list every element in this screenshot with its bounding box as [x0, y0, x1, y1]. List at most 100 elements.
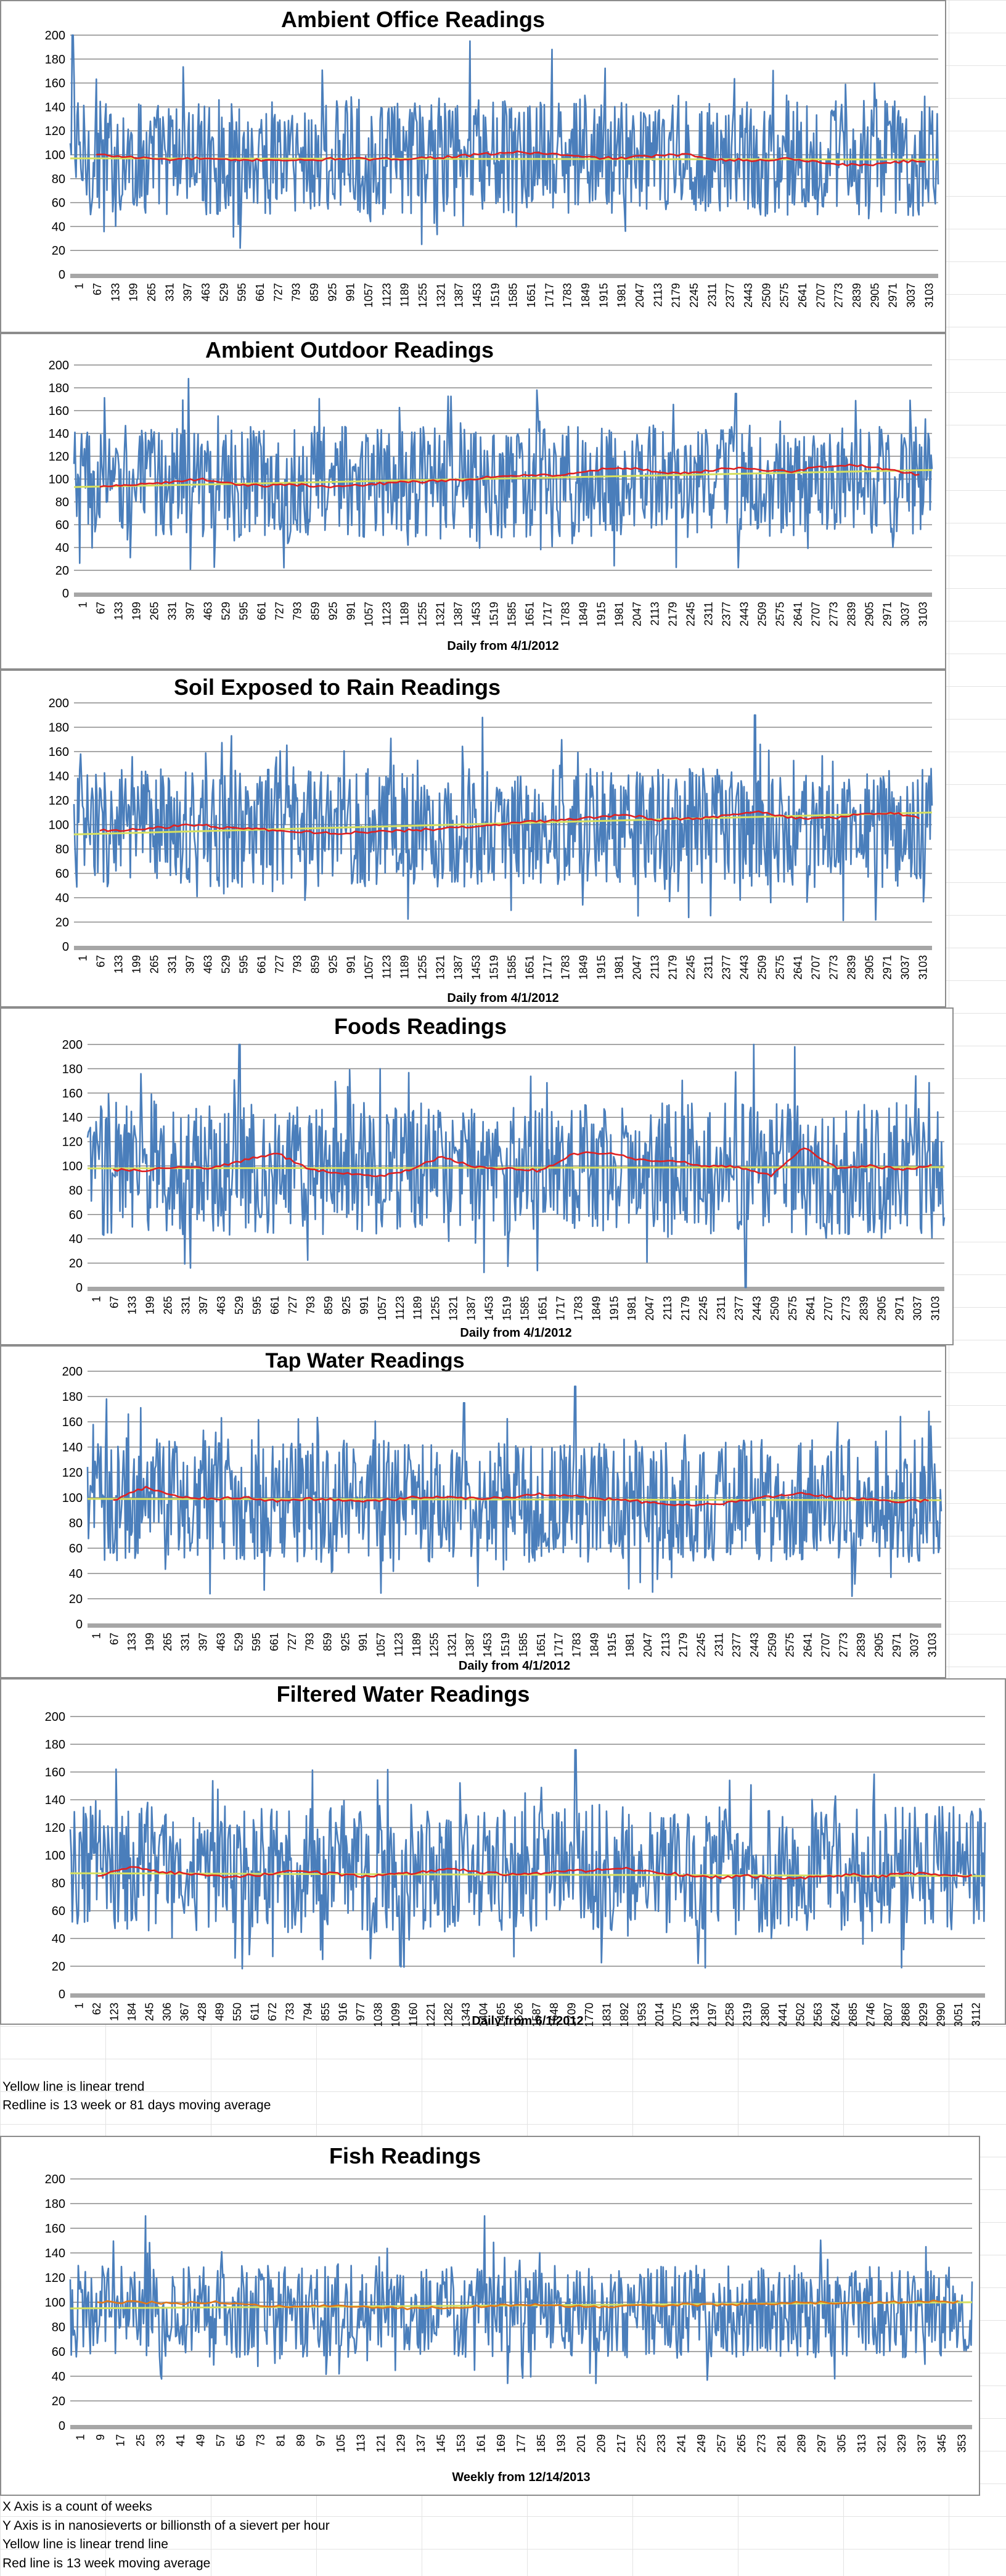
- x-tick-label: 184: [126, 2003, 138, 2021]
- x-tick-label: 595: [236, 283, 248, 301]
- y-tick-label: 100: [49, 819, 69, 832]
- x-tick-label: 1387: [452, 602, 465, 626]
- x-tick-label: 1099: [390, 2003, 402, 2026]
- x-tick-label: 145: [435, 2434, 447, 2453]
- x-tick-label: 1953: [636, 2003, 648, 2026]
- x-tick-label: 65: [234, 2434, 247, 2447]
- x-tick-label: 1717: [553, 1633, 565, 1657]
- x-tick-label: 1915: [606, 1633, 618, 1657]
- x-tick-label: 1057: [376, 1296, 388, 1321]
- x-tick-label: 2905: [873, 1633, 885, 1657]
- x-tick-label: 3037: [899, 602, 912, 626]
- x-tick-label: 33: [154, 2434, 166, 2447]
- x-tick-label: 2509: [769, 1296, 781, 1321]
- x-tick-label: 331: [166, 955, 179, 974]
- chart-svg: Fish Readings 0 20 40 60 80 100 120 140 160 180 200…: [45, 2143, 973, 2484]
- y-tick-label: 140: [49, 427, 69, 441]
- y-tick-label: 180: [62, 1390, 83, 1404]
- chart-title: Filtered Water Readings: [277, 1681, 530, 1707]
- x-tick-label: 661: [269, 1296, 281, 1315]
- x-tick-label: 1189: [411, 1633, 423, 1657]
- x-tick-label: 217: [615, 2434, 628, 2453]
- y-tick-label: 200: [49, 697, 69, 710]
- x-tick-label: 2575: [774, 602, 787, 626]
- x-tick-label: 793: [292, 602, 304, 620]
- chart-panel-soil-rain: Soil Exposed to Rain Readings 0 20 40 60 80 10…: [0, 670, 946, 1007]
- chart-panel-ambient-office: Ambient Office Readings 0 20 40 60 80 100 120 14…: [0, 0, 946, 333]
- x-tick-label: 1849: [578, 955, 590, 980]
- x-tick-label: 133: [113, 602, 125, 620]
- x-tick-label: 2575: [787, 1296, 799, 1321]
- x-tick-label: 3037: [909, 1633, 921, 1657]
- y-tick-label: 80: [69, 1517, 83, 1530]
- chart-svg: Soil Exposed to Rain Readings 0 20 40 60 80 10…: [49, 675, 933, 1005]
- y-tick-label: 120: [49, 794, 69, 808]
- chart-title: Ambient Office Readings: [281, 7, 545, 32]
- x-tick-label: 2575: [774, 955, 787, 980]
- x-tick-label: 463: [202, 602, 215, 620]
- x-tick-label: 2773: [828, 955, 840, 980]
- x-tick-label: 1915: [608, 1296, 620, 1321]
- x-tick-label: 2641: [792, 602, 804, 626]
- x-tick-label: 265: [162, 1296, 174, 1315]
- x-tick-label: 2113: [652, 283, 664, 307]
- x-tick-label: 2575: [784, 1633, 796, 1657]
- x-tick-label: 2990: [935, 2003, 947, 2026]
- y-tick-label: 20: [55, 564, 69, 578]
- y-tick-label: 80: [52, 1877, 65, 1890]
- x-tick-label: 1465: [495, 2003, 507, 2026]
- chart-title: Tap Water Readings: [265, 1349, 464, 1372]
- x-axis-label: Weekly from 12/14/2013: [452, 2471, 590, 2484]
- x-tick-label: 1057: [362, 283, 375, 308]
- x-tick-label: 1709: [565, 2003, 578, 2026]
- x-tick-label: 859: [309, 602, 322, 620]
- x-tick-label: 2502: [794, 2003, 806, 2026]
- y-tick-label: 100: [45, 2296, 65, 2310]
- y-tick-label: 160: [45, 77, 65, 91]
- y-tick-label: 100: [62, 1491, 83, 1505]
- x-tick-label: 169: [495, 2434, 507, 2453]
- note-red-average: Red line is 13 week moving average: [2, 2556, 211, 2570]
- x-tick-label: 2311: [715, 1296, 727, 1320]
- x-tick-label: 925: [340, 1296, 353, 1315]
- x-tick-label: 62: [91, 2003, 103, 2015]
- x-tick-label: 241: [676, 2434, 688, 2453]
- x-tick-label: 793: [292, 955, 304, 974]
- x-tick-label: 1783: [560, 955, 572, 980]
- x-tick-label: 2575: [779, 283, 791, 308]
- x-tick-label: 1783: [572, 1296, 584, 1321]
- y-tick-label: 200: [49, 359, 69, 372]
- x-tick-label: 463: [215, 1296, 227, 1315]
- x-tick-label: 672: [266, 2003, 279, 2021]
- x-tick-label: 245: [143, 2003, 155, 2021]
- x-tick-label: 661: [268, 1633, 280, 1651]
- x-tick-label: 1981: [613, 602, 626, 626]
- x-tick-label: 2971: [887, 283, 899, 308]
- x-tick-label: 1849: [590, 1296, 602, 1321]
- x-tick-label: 2047: [644, 1296, 656, 1321]
- x-tick-label: 265: [149, 602, 161, 620]
- x-tick-label: 2245: [688, 283, 700, 308]
- x-tick-label: 1849: [579, 283, 592, 308]
- x-tick-label: 49: [194, 2434, 207, 2447]
- raw-readings-series: [86, 1385, 943, 1598]
- x-tick-label: 2179: [667, 602, 679, 626]
- x-tick-label: 1123: [381, 602, 393, 626]
- moving-average-line: [97, 2299, 959, 2310]
- x-tick-label: 1453: [471, 283, 483, 308]
- y-tick-label: 20: [69, 1593, 83, 1606]
- x-tick-label: 1585: [506, 955, 518, 980]
- x-tick-label: 2443: [738, 955, 751, 980]
- chart-panel-foods: Foods Readings 0 20 40 60 80 100 120 140 160 180 20…: [0, 1007, 954, 1345]
- x-tick-label: 1585: [518, 1296, 531, 1321]
- y-tick-label: 40: [69, 1567, 83, 1581]
- y-tick-label: 180: [45, 2197, 65, 2211]
- chart-panel-filtered-water: Filtered Water Readings 0 20 40 60 80 100 120 14…: [0, 1678, 1006, 2026]
- x-tick-label: 2839: [846, 602, 858, 626]
- y-tick-label: 140: [62, 1441, 83, 1454]
- moving-average-line: [99, 464, 920, 489]
- x-tick-label: 1057: [363, 602, 375, 626]
- x-tick-label: 331: [166, 602, 179, 620]
- x-tick-label: 727: [274, 602, 286, 620]
- x-tick-label: 793: [305, 1296, 317, 1315]
